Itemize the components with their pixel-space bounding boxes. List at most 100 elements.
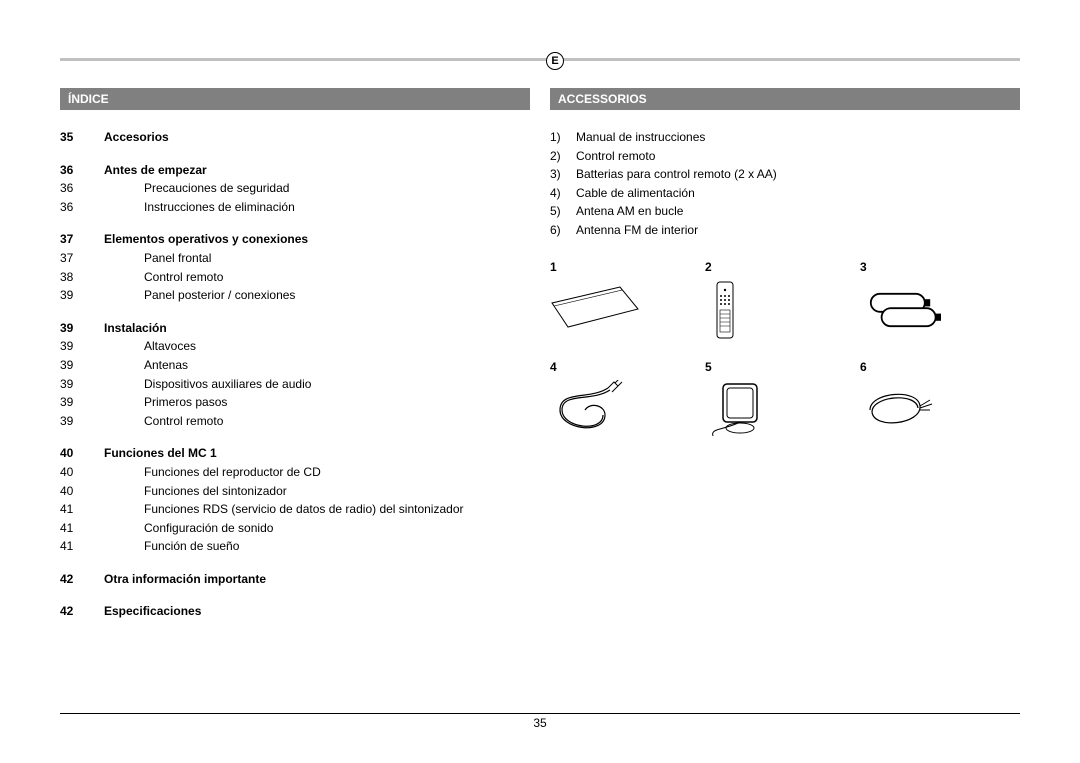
toc-item-text: Control remoto [104, 268, 530, 287]
toc-page-num: 39 [60, 337, 104, 356]
toc-item: 39Altavoces [60, 337, 530, 356]
top-gray-bar [60, 58, 1020, 61]
toc-page-num: 37 [60, 230, 104, 249]
toc-item: 36Precauciones de seguridad [60, 179, 530, 198]
toc-section: 39Instalación [60, 319, 530, 338]
toc-section-title: Instalación [104, 319, 530, 338]
accessory-num: 4) [550, 184, 576, 203]
toc-item: 39Control remoto [60, 412, 530, 431]
toc-page-num: 39 [60, 286, 104, 305]
toc-page-num: 39 [60, 393, 104, 412]
toc-item-text: Configuración de sonido [104, 519, 530, 538]
accessory-num: 5) [550, 202, 576, 221]
grid-icons-row-2 [550, 380, 1020, 440]
toc-section: 42Especificaciones [60, 602, 530, 621]
toc-item-text: Altavoces [104, 337, 530, 356]
toc-item: 40Funciones del reproductor de CD [60, 463, 530, 482]
grid-num-2: 2 [705, 260, 860, 274]
grid-icons-row-1 [550, 280, 1020, 340]
accessory-item: 6)Antenna FM de interior [550, 221, 1020, 240]
toc-item-text: Funciones del sintonizador [104, 482, 530, 501]
toc-item: 39Dispositivos auxiliares de audio [60, 375, 530, 394]
toc-page-num: 36 [60, 198, 104, 217]
accessories-list: 1)Manual de instrucciones2)Control remot… [550, 128, 1020, 240]
toc-item-text: Precauciones de seguridad [104, 179, 530, 198]
grid-num-4: 4 [550, 360, 705, 374]
accessory-num: 3) [550, 165, 576, 184]
accesorios-header: ACCESSORIOS [550, 88, 1020, 110]
toc-page-num: 39 [60, 319, 104, 338]
toc-item: 39Antenas [60, 356, 530, 375]
spacer [60, 621, 530, 635]
spacer [60, 556, 530, 570]
toc-section-title: Accesorios [104, 128, 530, 147]
spacer [60, 147, 530, 161]
toc-item: 39Panel posterior / conexiones [60, 286, 530, 305]
accessory-item: 4)Cable de alimentación [550, 184, 1020, 203]
toc-item-text: Funciones del reproductor de CD [104, 463, 530, 482]
toc-section: 35Accesorios [60, 128, 530, 147]
toc-item: 41Configuración de sonido [60, 519, 530, 538]
toc-item-text: Funciones RDS (servicio de datos de radi… [104, 500, 530, 519]
toc-section: 42Otra información importante [60, 570, 530, 589]
toc-page-num: 39 [60, 375, 104, 394]
toc-section-title: Elementos operativos y conexiones [104, 230, 530, 249]
toc-page-num: 38 [60, 268, 104, 287]
language-badge: E [546, 52, 564, 70]
accessory-num: 1) [550, 128, 576, 147]
toc-page-num: 37 [60, 249, 104, 268]
remote-icon [705, 280, 860, 340]
grid-numbers-row-1: 1 2 3 [550, 260, 1020, 274]
power-cable-icon [550, 380, 705, 440]
toc-page-num: 39 [60, 356, 104, 375]
indice-header: ÍNDICE [60, 88, 530, 110]
grid-numbers-row-2: 4 5 6 [550, 360, 1020, 374]
accessory-num: 2) [550, 147, 576, 166]
grid-num-5: 5 [705, 360, 860, 374]
toc-item-text: Primeros pasos [104, 393, 530, 412]
fm-antenna-icon [860, 380, 1015, 440]
toc-page-num: 41 [60, 537, 104, 556]
toc-page-num: 39 [60, 412, 104, 431]
accessory-item: 5)Antena AM en bucle [550, 202, 1020, 221]
toc-item: 39Primeros pasos [60, 393, 530, 412]
grid-num-3: 3 [860, 260, 1015, 274]
right-column: ACCESSORIOS 1)Manual de instrucciones2)C… [550, 88, 1020, 635]
am-antenna-icon [705, 380, 860, 440]
spacer [60, 588, 530, 602]
page-number: 35 [0, 716, 1080, 730]
toc-item-text: Panel frontal [104, 249, 530, 268]
toc-item: 38Control remoto [60, 268, 530, 287]
toc-section-title: Especificaciones [104, 602, 530, 621]
accessory-item: 1)Manual de instrucciones [550, 128, 1020, 147]
accessory-text: Manual de instrucciones [576, 128, 705, 147]
page-content: ÍNDICE 35Accesorios36Antes de empezar36P… [60, 88, 1020, 635]
toc-page-num: 40 [60, 482, 104, 501]
accessory-text: Batterias para control remoto (2 x AA) [576, 165, 777, 184]
accessory-text: Cable de alimentación [576, 184, 695, 203]
toc-page-num: 36 [60, 161, 104, 180]
accessory-text: Control remoto [576, 147, 655, 166]
toc-item: 37Panel frontal [60, 249, 530, 268]
table-of-contents: 35Accesorios 36Antes de empezar36Precauci… [60, 128, 530, 635]
accessory-text: Antena AM en bucle [576, 202, 683, 221]
toc-item-text: Dispositivos auxiliares de audio [104, 375, 530, 394]
spacer [60, 430, 530, 444]
spacer [60, 305, 530, 319]
accessories-image-grid: 1 2 3 4 5 6 [550, 260, 1020, 440]
toc-page-num: 41 [60, 500, 104, 519]
toc-item: 41Funciones RDS (servicio de datos de ra… [60, 500, 530, 519]
toc-item-text: Función de sueño [104, 537, 530, 556]
toc-page-num: 42 [60, 570, 104, 589]
toc-item-text: Control remoto [104, 412, 530, 431]
grid-num-6: 6 [860, 360, 1015, 374]
toc-section-title: Funciones del MC 1 [104, 444, 530, 463]
toc-item: 41Función de sueño [60, 537, 530, 556]
accessory-text: Antenna FM de interior [576, 221, 698, 240]
toc-item-text: Panel posterior / conexiones [104, 286, 530, 305]
toc-page-num: 36 [60, 179, 104, 198]
toc-page-num: 40 [60, 444, 104, 463]
toc-section-title: Antes de empezar [104, 161, 530, 180]
toc-item: 40Funciones del sintonizador [60, 482, 530, 501]
toc-item-text: Instrucciones de eliminación [104, 198, 530, 217]
